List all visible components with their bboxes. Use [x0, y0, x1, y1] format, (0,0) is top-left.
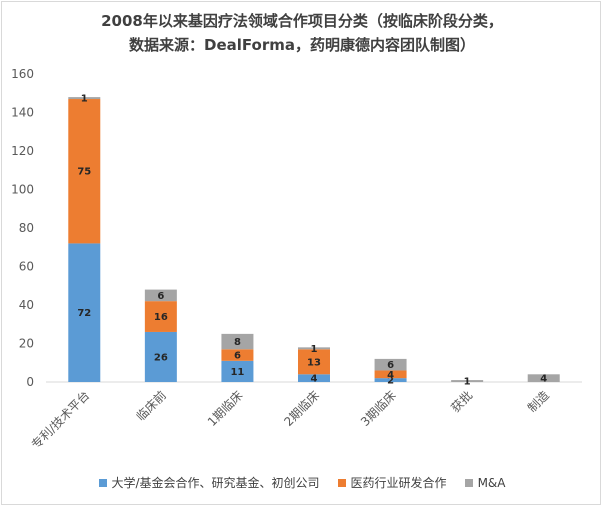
legend-label: 大学/基金会合作、研究基金、初创公司 — [111, 476, 320, 490]
legend-item: M&A — [464, 475, 506, 490]
data-label: 4 — [311, 374, 318, 385]
data-label: 2 — [387, 376, 394, 387]
data-label: 72 — [77, 308, 91, 319]
y-tick-label: 160 — [11, 67, 34, 81]
chart-legend: 大学/基金会合作、研究基金、初创公司 医药行业研发合作 M&A — [0, 474, 604, 491]
y-tick-label: 80 — [19, 221, 34, 235]
bar-segment — [68, 243, 101, 382]
x-category-label: 临床前 — [133, 388, 169, 424]
x-category-label: 3期临床 — [358, 388, 399, 429]
data-label: 6 — [234, 351, 241, 362]
bar-segment — [221, 349, 254, 361]
bar-segment — [221, 333, 254, 350]
bar-segment — [68, 99, 101, 244]
legend-swatch — [98, 478, 107, 487]
data-label: 75 — [77, 167, 91, 178]
y-tick-label: 60 — [19, 260, 34, 274]
y-tick-label: 120 — [11, 144, 34, 158]
chart-title-line-2: 数据来源：DealForma，药明康德内容团队制图） — [129, 36, 475, 54]
data-label: 1 — [311, 344, 318, 355]
y-tick-label: 100 — [11, 183, 34, 197]
bar-segment — [68, 97, 101, 100]
bar-segment — [527, 374, 560, 382]
bar-segment — [144, 289, 177, 302]
bar-segment — [298, 374, 330, 382]
data-label: 8 — [234, 337, 241, 348]
legend-item: 大学/基金会合作、研究基金、初创公司 — [98, 474, 320, 491]
bar-segment — [144, 301, 177, 332]
x-category-label: 2期临床 — [281, 388, 322, 429]
chart-title: 2008年以来基因疗法领域合作项目分类（按临床阶段分类， 数据来源：DealFo… — [0, 9, 604, 57]
legend-swatch — [464, 478, 473, 487]
bar-segment — [144, 331, 177, 382]
data-label: 4 — [387, 370, 394, 381]
data-label: 1 — [464, 377, 471, 388]
data-label: 6 — [157, 291, 164, 302]
data-label: 13 — [307, 357, 321, 368]
y-tick-label: 140 — [11, 106, 34, 120]
legend-label: 医药行业研发合作 — [350, 476, 447, 490]
bar-segment — [374, 370, 407, 379]
data-label: 4 — [540, 374, 547, 385]
legend-swatch — [337, 478, 346, 487]
y-tick-label: 40 — [19, 298, 34, 312]
x-category-label: 获批 — [448, 388, 476, 416]
legend-label: M&A — [477, 475, 506, 490]
data-label: 6 — [387, 360, 394, 371]
bar-segment — [221, 360, 254, 382]
bar-segment — [298, 347, 330, 350]
x-category-label: 1期临床 — [205, 388, 246, 429]
data-label: 1 — [81, 94, 88, 105]
bar-segment — [374, 378, 407, 382]
y-tick-label: 20 — [19, 337, 34, 351]
bar-segment — [298, 349, 330, 375]
x-category-label: 制造 — [525, 388, 552, 415]
y-tick-label: 0 — [26, 375, 34, 389]
data-label: 26 — [154, 352, 168, 363]
bar-segment — [451, 380, 484, 382]
bar-segment — [374, 358, 407, 371]
x-category-label: 专利/技术平台 — [28, 388, 92, 452]
chart-title-line-1: 2008年以来基因疗法领域合作项目分类（按临床阶段分类， — [101, 12, 503, 30]
legend-item: 医药行业研发合作 — [337, 474, 447, 491]
data-label: 16 — [154, 312, 168, 323]
data-label: 11 — [230, 367, 244, 378]
